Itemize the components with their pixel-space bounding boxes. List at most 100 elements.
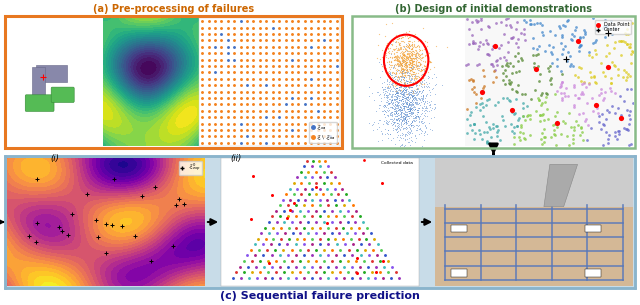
Point bbox=[495, 56, 506, 61]
Point bbox=[404, 97, 414, 102]
Point bbox=[389, 106, 399, 111]
Point bbox=[388, 83, 398, 88]
Point bbox=[396, 98, 406, 102]
Point bbox=[484, 97, 494, 102]
Point bbox=[388, 54, 399, 59]
Point bbox=[388, 117, 398, 122]
Point bbox=[565, 63, 575, 68]
Point bbox=[615, 94, 625, 99]
Point bbox=[401, 97, 412, 102]
Point bbox=[395, 63, 405, 68]
Point bbox=[535, 71, 545, 76]
Point bbox=[392, 89, 403, 94]
Point bbox=[381, 102, 392, 107]
Point bbox=[593, 114, 604, 119]
Point bbox=[401, 55, 412, 60]
Point bbox=[566, 61, 576, 66]
Point bbox=[397, 98, 408, 103]
Point bbox=[426, 115, 436, 120]
Point bbox=[397, 114, 407, 119]
Point bbox=[403, 44, 413, 48]
Point bbox=[397, 97, 408, 102]
Point bbox=[546, 75, 556, 80]
Point bbox=[383, 48, 394, 53]
Point bbox=[404, 107, 415, 112]
Point bbox=[403, 93, 413, 98]
Point bbox=[424, 81, 435, 85]
Point bbox=[400, 131, 410, 136]
Point bbox=[414, 101, 424, 106]
Point bbox=[394, 91, 404, 96]
Point bbox=[398, 92, 408, 97]
Point bbox=[400, 96, 410, 101]
Point bbox=[380, 115, 390, 120]
Point bbox=[396, 82, 406, 87]
Point bbox=[386, 93, 396, 98]
Point bbox=[406, 68, 416, 73]
Point bbox=[394, 63, 404, 68]
Point bbox=[407, 69, 417, 74]
Point bbox=[537, 23, 547, 28]
Point bbox=[532, 46, 542, 51]
Point bbox=[401, 96, 412, 101]
Point bbox=[604, 132, 614, 137]
Point bbox=[394, 76, 404, 81]
Point bbox=[402, 48, 412, 53]
Point bbox=[396, 107, 406, 112]
Point bbox=[404, 108, 415, 113]
Point bbox=[409, 61, 419, 66]
FancyBboxPatch shape bbox=[25, 95, 54, 111]
Point bbox=[420, 129, 430, 134]
Point bbox=[477, 85, 488, 90]
Point bbox=[512, 20, 522, 25]
Point bbox=[401, 79, 412, 84]
Point bbox=[488, 80, 499, 85]
Point bbox=[399, 52, 410, 57]
Point bbox=[404, 111, 415, 116]
Point bbox=[500, 81, 510, 86]
Point bbox=[410, 107, 420, 112]
Point bbox=[387, 98, 397, 102]
Point bbox=[395, 44, 405, 49]
Point bbox=[410, 116, 420, 121]
Point bbox=[406, 49, 416, 54]
Point bbox=[399, 113, 409, 118]
Point bbox=[401, 104, 412, 109]
Point bbox=[381, 21, 391, 26]
Point bbox=[380, 105, 390, 110]
Point bbox=[415, 62, 425, 67]
Point bbox=[419, 100, 429, 105]
Point bbox=[424, 102, 434, 107]
Point bbox=[396, 68, 406, 73]
Point bbox=[396, 50, 406, 55]
Point bbox=[378, 93, 388, 98]
Point bbox=[398, 58, 408, 63]
Point bbox=[398, 75, 408, 80]
Point bbox=[392, 79, 402, 84]
Point bbox=[430, 82, 440, 87]
Point bbox=[401, 56, 412, 61]
Point bbox=[396, 83, 406, 88]
Point bbox=[412, 122, 422, 127]
Point bbox=[394, 125, 404, 130]
Point bbox=[389, 57, 399, 62]
Point bbox=[397, 60, 407, 65]
Point bbox=[482, 130, 492, 135]
Point bbox=[404, 110, 414, 115]
Point bbox=[403, 110, 413, 115]
Point bbox=[556, 69, 566, 74]
Point bbox=[399, 105, 409, 110]
Point bbox=[471, 92, 481, 96]
Point bbox=[415, 63, 425, 67]
Point bbox=[396, 74, 406, 78]
Point bbox=[384, 91, 394, 95]
Point bbox=[413, 70, 423, 75]
Point bbox=[406, 43, 417, 48]
Point bbox=[392, 152, 403, 157]
Point bbox=[397, 64, 407, 69]
Point bbox=[400, 60, 410, 65]
Point bbox=[388, 120, 398, 125]
Point bbox=[387, 49, 397, 54]
Point bbox=[411, 80, 421, 84]
Point bbox=[391, 32, 401, 37]
